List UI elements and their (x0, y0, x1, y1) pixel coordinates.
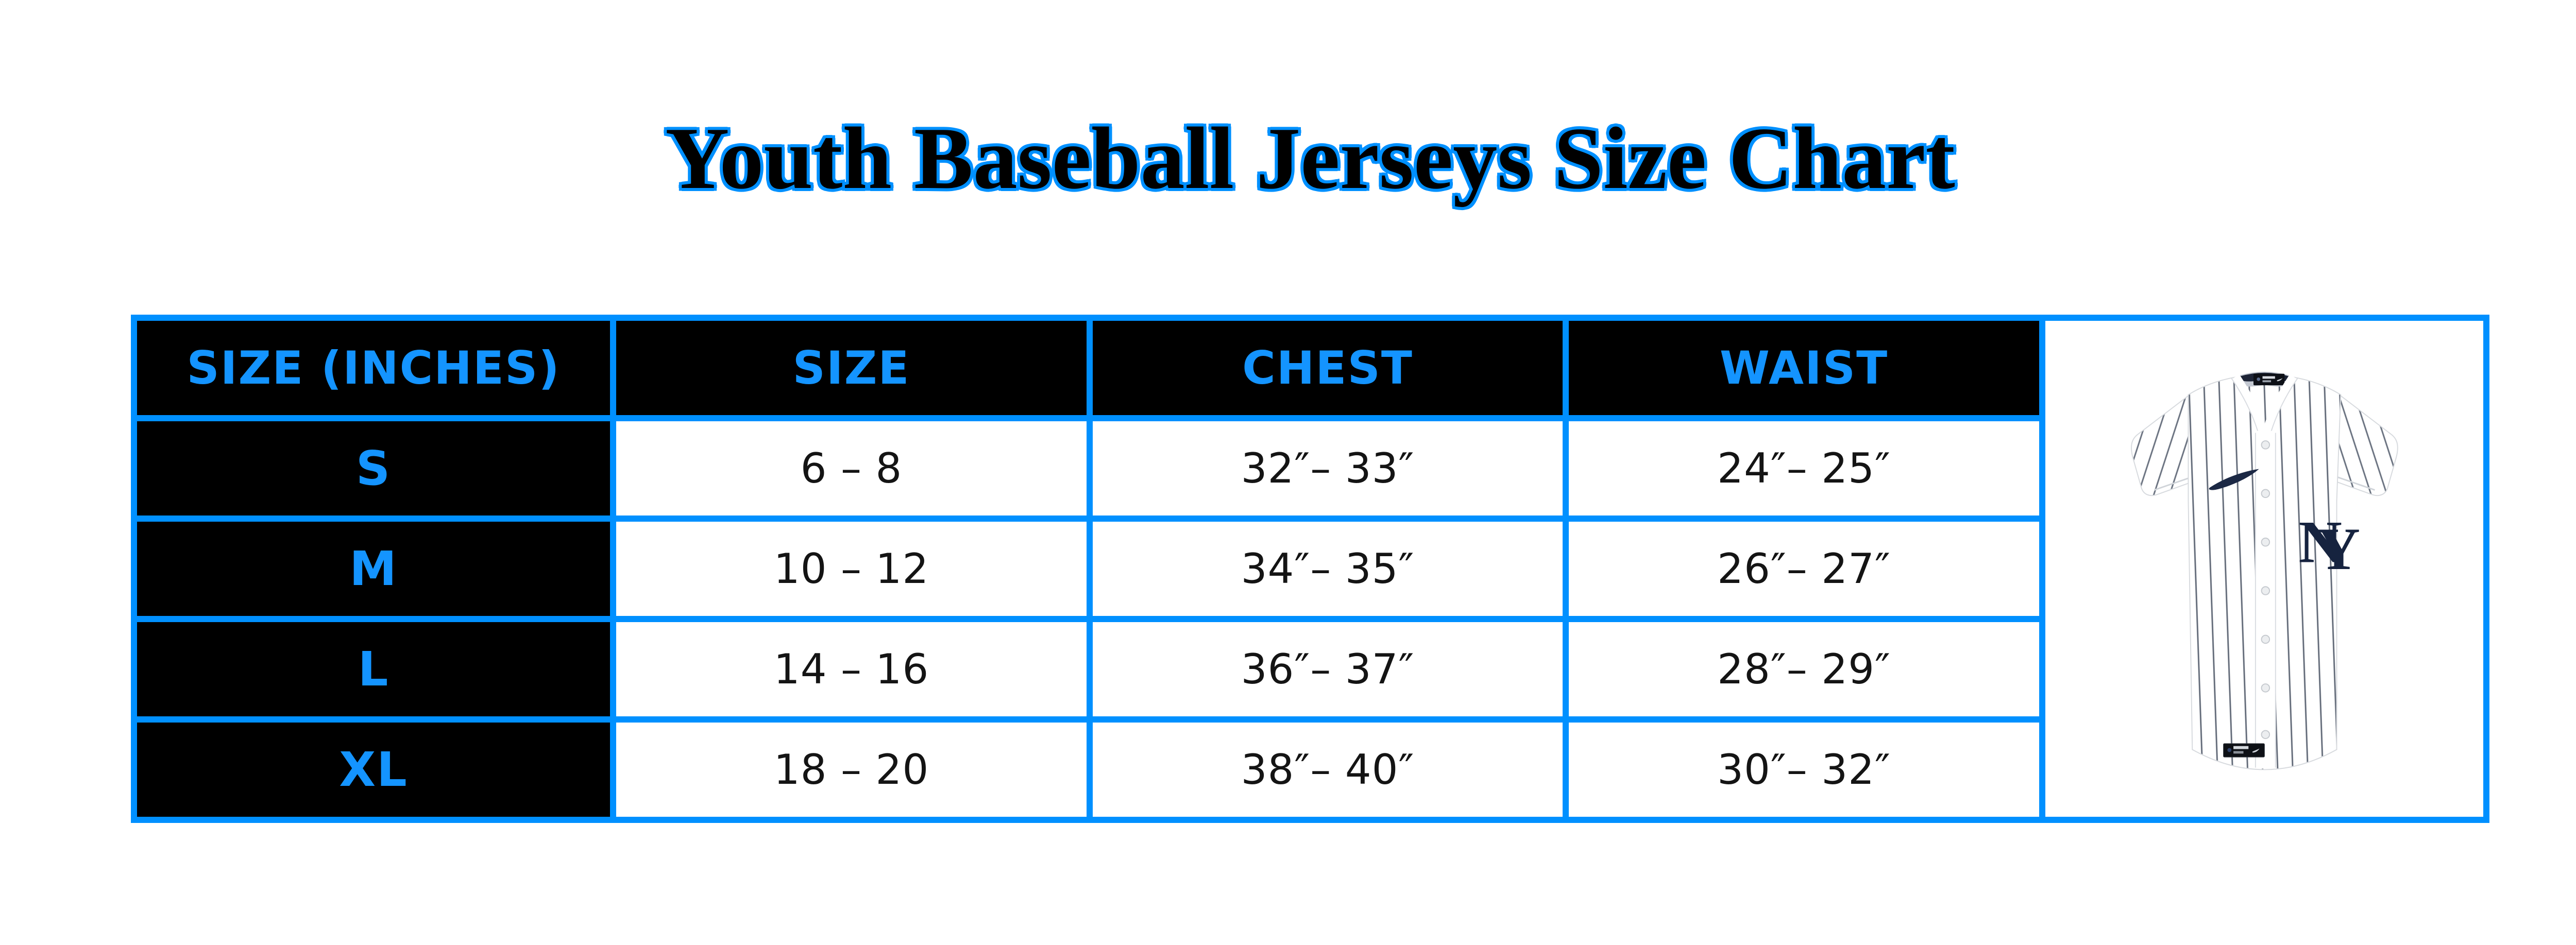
header-cell-size-inches: SIZE (INCHES) (137, 321, 610, 415)
collar-swoosh-icon (2277, 378, 2283, 382)
size-label-cell-l: L (137, 622, 610, 716)
header-cell-size: SIZE (616, 321, 1087, 415)
jock-tag (2223, 743, 2265, 758)
size-label-cell-xl: XL (137, 723, 610, 817)
age-range-cell-s: 6 – 8 (616, 421, 1087, 516)
size-label-cell-m: M (137, 522, 610, 616)
size-label-cell-s: S (137, 421, 610, 516)
chest-cell-m: 34″– 35″ (1093, 522, 1563, 616)
jock-tag-swoosh-icon (2252, 748, 2260, 753)
waist-cell-m: 26″– 27″ (1569, 522, 2039, 616)
chest-cell-l: 36″– 37″ (1093, 622, 1563, 716)
age-range-cell-l: 14 – 16 (616, 622, 1087, 716)
jersey-collar (2235, 372, 2294, 387)
chest-cell-xl: 38″– 40″ (1093, 723, 1563, 817)
waist-cell-xl: 30″– 32″ (1569, 723, 2039, 817)
ny-logo-y: Y (2316, 516, 2360, 582)
page-title: Youth Baseball Jerseys Size Chart Youth … (0, 106, 2576, 212)
nike-swoosh-icon (2209, 469, 2259, 490)
chest-cell-s: 32″– 33″ (1093, 421, 1563, 516)
jersey-sleeves (2130, 394, 2398, 496)
jersey-placket (2255, 431, 2276, 769)
page-title-text: Youth Baseball Jerseys Size Chart Youth … (663, 106, 1958, 212)
waist-cell-s: 24″– 25″ (1569, 421, 2039, 516)
yankees-pinstripe-jersey: N Y (2130, 372, 2398, 770)
age-range-cell-m: 10 – 12 (616, 522, 1087, 616)
ny-logo-n: N (2298, 509, 2342, 576)
age-range-cell-xl: 18 – 20 (616, 723, 1087, 817)
collar-label (2253, 373, 2284, 386)
size-chart-table: N Y SIZE (INCHES) SIZE CHEST WAIST S 6 –… (131, 315, 2489, 823)
ny-logo: N Y (2298, 509, 2360, 583)
waist-cell-l: 28″– 29″ (1569, 622, 2039, 716)
jersey-neckline (2230, 374, 2298, 438)
header-cell-waist: WAIST (1569, 321, 2039, 415)
header-cell-chest: CHEST (1093, 321, 1563, 415)
jersey-image-cell: N Y (2045, 321, 2483, 817)
page-title-outline: Youth Baseball Jerseys Size Chart (663, 107, 1958, 210)
jersey-buttons (2261, 440, 2270, 740)
